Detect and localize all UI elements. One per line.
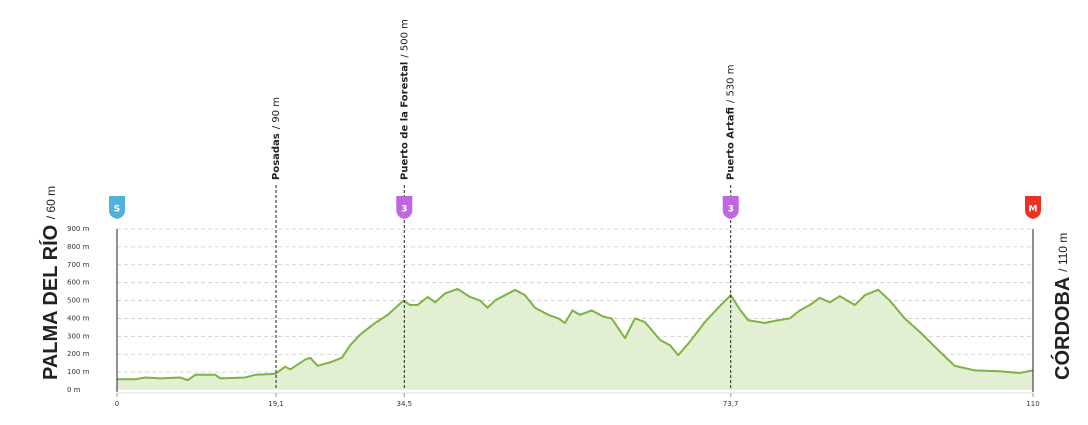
waypoint-label: Puerto Artafi / 530 m	[726, 65, 737, 180]
start-elevation: / 60 m	[44, 186, 58, 219]
y-tick-label: 800 m	[67, 243, 90, 251]
badge-label: 3	[401, 205, 407, 215]
waypoint-elevation: / 90 m	[271, 97, 282, 129]
badge	[109, 196, 125, 219]
waypoint-name: Puerto Artafi	[726, 107, 737, 180]
waypoint-elevation: / 500 m	[399, 19, 410, 58]
x-tick-label: 0	[115, 400, 119, 408]
x-tick-label: 19,1	[268, 400, 284, 408]
waypoint-label: Puerto de la Forestal / 500 m	[399, 19, 410, 180]
finish-elevation: / 110 m	[1056, 233, 1070, 272]
badge	[1025, 196, 1041, 219]
badge-label: M	[1029, 205, 1038, 215]
badge-label: 3	[728, 205, 734, 215]
y-tick-label: 300 m	[67, 332, 90, 340]
y-tick-label: 500 m	[67, 297, 90, 305]
y-tick-label: 400 m	[67, 314, 90, 322]
badge-label: S	[114, 205, 120, 215]
y-tick-label: 600 m	[67, 279, 90, 287]
waypoint-name: Puerto de la Forestal	[399, 62, 410, 180]
profile-area	[117, 288, 1033, 390]
waypoint-label: Posadas / 90 m	[271, 97, 282, 180]
y-tick-label: 0 m	[67, 386, 81, 394]
finish-name: CÓRDOBA	[1050, 277, 1074, 380]
x-tick-label: 34,5	[396, 400, 412, 408]
finish-label: CÓRDOBA / 110 m	[1050, 233, 1074, 380]
y-tick-label: 900 m	[67, 225, 90, 233]
profile-line	[117, 287, 1034, 382]
x-tick-label: 110	[1026, 400, 1039, 408]
y-tick-label: 200 m	[67, 350, 90, 358]
y-tick-label: 100 m	[67, 368, 90, 376]
waypoint-name: Posadas	[271, 133, 282, 180]
start-label: PALMA DEL RÍO / 60 m	[39, 186, 62, 380]
x-tick-label: 73,7	[723, 400, 739, 408]
y-tick-label: 700 m	[67, 261, 90, 269]
start-name: PALMA DEL RÍO	[39, 225, 62, 380]
badge	[722, 196, 739, 219]
waypoint-elevation: / 530 m	[726, 65, 737, 104]
badge	[396, 196, 413, 219]
